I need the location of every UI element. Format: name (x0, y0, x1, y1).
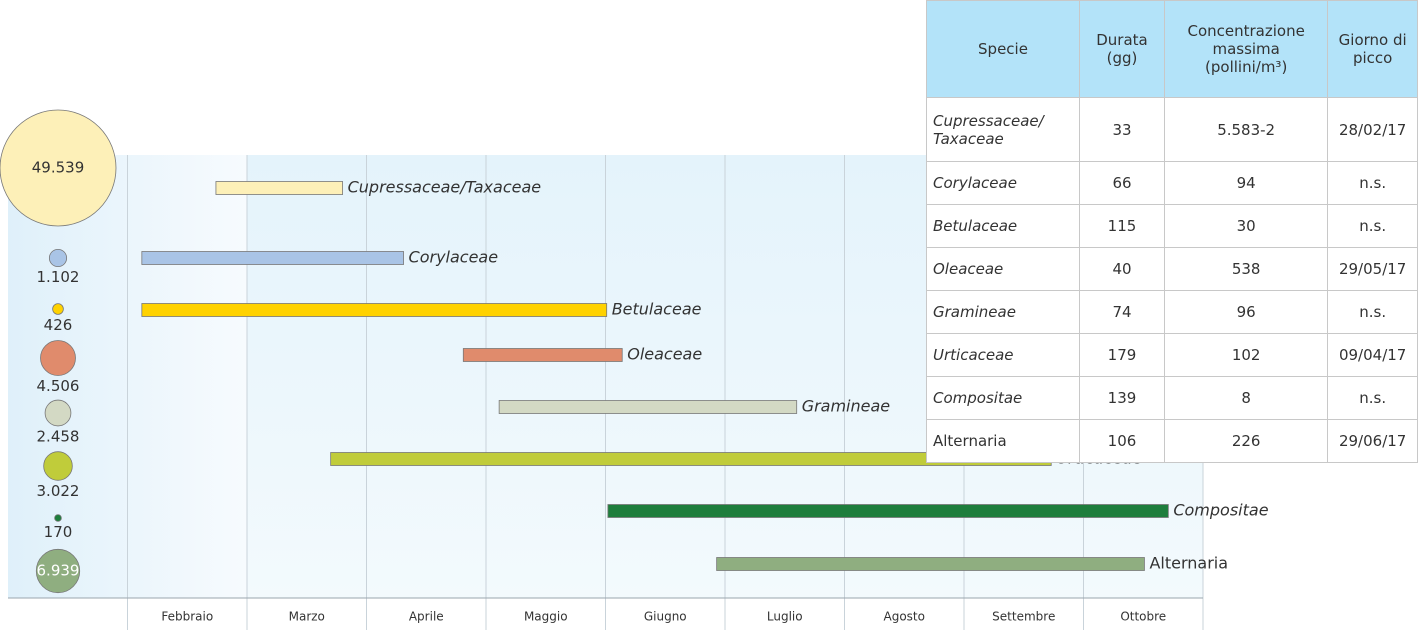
x-tick-label: Aprile (409, 610, 444, 624)
table-cell: Compositae (926, 376, 1080, 420)
bar (141, 303, 608, 317)
table-row: Corylaceae 66 94 n.s. (926, 161, 1418, 205)
bubble (35, 548, 81, 594)
bar-label: Compositae (1173, 501, 1268, 520)
table-cell: Oleaceae (926, 247, 1080, 291)
bubble-label: 6.939 (37, 562, 80, 580)
x-tick-label: Luglio (767, 610, 803, 624)
table-cell: Cupressaceae/ Taxaceae (926, 97, 1080, 162)
table-cell: 74 (1079, 290, 1165, 334)
table-cell: Corylaceae (926, 161, 1080, 205)
table-row: Compositae 139 8 n.s. (926, 376, 1418, 420)
table-row: Alternaria 106 226 29/06/17 (926, 419, 1418, 463)
bubble-label: 4.506 (37, 377, 80, 395)
bar-label: Betulaceae (612, 300, 702, 319)
bar (607, 504, 1169, 518)
x-tick-label: Settembre (992, 610, 1055, 624)
table-row: Cupressaceae/ Taxaceae 33 5.583-2 28/02/17 (926, 97, 1418, 162)
header-cell: Concentrazione massima (pollini/m³) (1163, 0, 1329, 98)
table-cell: 33 (1079, 97, 1165, 162)
table-cell: 115 (1079, 204, 1165, 248)
table-row: Oleaceae 40 538 29/05/17 (926, 247, 1418, 291)
x-tick-label: Marzo (289, 610, 325, 624)
header-row: Specie Durata (gg) Concentrazione massima … (926, 0, 1418, 98)
bubble (43, 451, 73, 481)
table-row: Gramineae 74 96 n.s. (926, 290, 1418, 334)
header-cell: Specie (926, 0, 1080, 98)
bar (462, 348, 623, 362)
table-cell: Alternaria (926, 419, 1080, 463)
pollen-table: Specie Durata (gg) Concentrazione massima … (926, 0, 1418, 463)
table-cell: 5.583-2 (1163, 97, 1329, 162)
table-cell: 28/02/17 (1327, 97, 1418, 162)
bar-label: Alternaria (1149, 554, 1228, 573)
table-cell: 29/06/17 (1327, 419, 1418, 463)
table-cell: 179 (1079, 333, 1165, 377)
bubble-label: 2.458 (37, 427, 80, 445)
x-tick-label: Febbraio (161, 610, 213, 624)
table-cell: n.s. (1327, 376, 1418, 420)
bubble-label: 1.102 (37, 268, 80, 286)
x-tick-label: Ottobre (1120, 610, 1166, 624)
table-cell: 226 (1163, 419, 1329, 463)
bar (716, 557, 1145, 571)
table-cell: 538 (1163, 247, 1329, 291)
bar-label: Cupressaceae/Taxaceae (348, 178, 542, 197)
header-cell: Durata (gg) (1079, 0, 1165, 98)
table-cell: n.s. (1327, 204, 1418, 248)
table-cell: Urticaceae (926, 333, 1080, 377)
bubble (48, 248, 68, 268)
x-tick-label: Maggio (524, 610, 568, 624)
table-cell: 96 (1163, 290, 1329, 334)
bubble (40, 340, 76, 376)
bar-label: Corylaceae (409, 248, 499, 267)
x-tick-label: Agosto (884, 610, 925, 624)
table-cell: 29/05/17 (1327, 247, 1418, 291)
table-cell: 106 (1079, 419, 1165, 463)
bubble-label: 170 (44, 523, 73, 541)
bar (141, 251, 404, 265)
bubble-label: 426 (44, 316, 73, 334)
bar (498, 400, 798, 414)
bar-label: Oleaceae (627, 345, 702, 364)
table-row: Betulaceae 115 30 n.s. (926, 204, 1418, 248)
table-cell: 8 (1163, 376, 1329, 420)
table-cell: 30 (1163, 204, 1329, 248)
table-cell: 139 (1079, 376, 1165, 420)
table-cell: 102 (1163, 333, 1329, 377)
bubble (0, 109, 117, 227)
table-cell: n.s. (1327, 161, 1418, 205)
table-cell: Betulaceae (926, 204, 1080, 248)
bubble (44, 399, 72, 427)
header-cell: Giorno di picco (1327, 0, 1418, 98)
bubble-label: 3.022 (37, 482, 80, 500)
bar (215, 181, 343, 195)
table-cell: 94 (1163, 161, 1329, 205)
bar-label: Gramineae (802, 397, 891, 416)
bubble-label: 49.539 (32, 159, 85, 177)
table-cell: n.s. (1327, 290, 1418, 334)
x-tick-label: Giugno (644, 610, 687, 624)
table-cell: 40 (1079, 247, 1165, 291)
table-row: Urticaceae 179 102 09/04/17 (926, 333, 1418, 377)
table-cell: 66 (1079, 161, 1165, 205)
bubble (54, 514, 62, 522)
table-cell: Gramineae (926, 290, 1080, 334)
table-cell: 09/04/17 (1327, 333, 1418, 377)
bubble (52, 303, 64, 315)
